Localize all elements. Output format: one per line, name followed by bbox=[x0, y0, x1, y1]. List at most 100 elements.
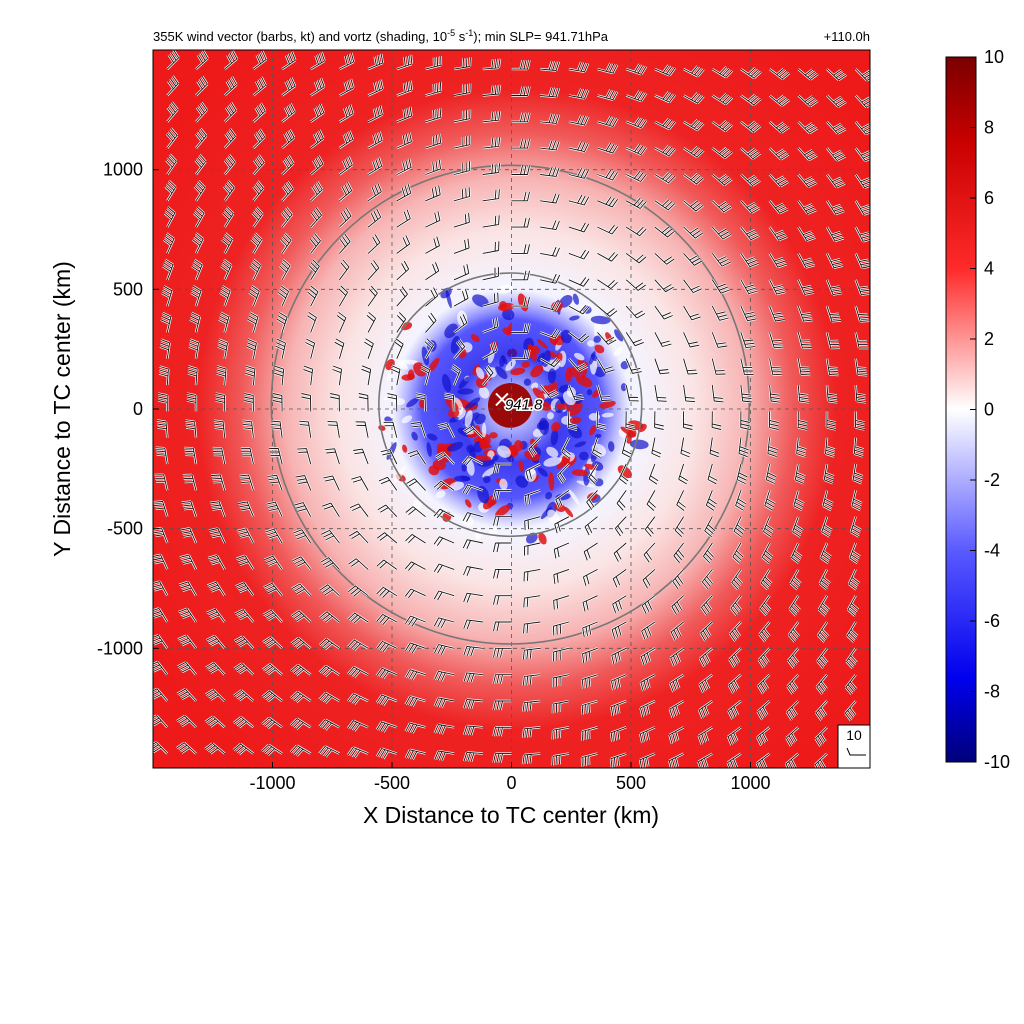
wind-barb bbox=[654, 145, 676, 157]
wind-barb bbox=[303, 365, 314, 386]
vorticity-patch bbox=[501, 355, 508, 365]
y-tick-label: 0 bbox=[133, 399, 143, 419]
wind-barb bbox=[670, 647, 684, 667]
wind-barb bbox=[511, 191, 530, 202]
wind-barb bbox=[216, 365, 227, 386]
wind-barb bbox=[339, 259, 350, 281]
wind-barb bbox=[540, 247, 560, 257]
wind-barb bbox=[769, 95, 790, 107]
vorticity-patch bbox=[475, 376, 488, 389]
wind-barb bbox=[493, 542, 512, 553]
vorticity-patch bbox=[411, 431, 418, 441]
wind-barb bbox=[310, 52, 325, 70]
wind-barb bbox=[195, 128, 207, 149]
wind-barb bbox=[367, 53, 384, 70]
wind-barb bbox=[676, 490, 686, 511]
wind-barb bbox=[759, 595, 771, 616]
wind-barb bbox=[740, 147, 761, 160]
wind-barb bbox=[408, 450, 426, 465]
wind-barb bbox=[540, 220, 560, 231]
wind-barb bbox=[361, 365, 372, 386]
wind-barb bbox=[211, 474, 226, 491]
wind-barb bbox=[641, 621, 656, 640]
wind-barb bbox=[482, 137, 501, 149]
wind-barb bbox=[523, 595, 541, 608]
wind-barb bbox=[765, 463, 777, 484]
wind-barb bbox=[698, 700, 713, 719]
wind-barb bbox=[348, 585, 369, 597]
vorticity-patch bbox=[495, 284, 514, 294]
wind-barb bbox=[327, 420, 340, 438]
wind-barb bbox=[433, 536, 455, 546]
wind-barb bbox=[270, 420, 283, 438]
wind-barb bbox=[453, 213, 470, 228]
wind-barb bbox=[568, 305, 590, 315]
wind-barb bbox=[568, 384, 585, 401]
wind-barb bbox=[253, 102, 266, 123]
wind-barb bbox=[307, 312, 317, 333]
wind-barb bbox=[683, 253, 703, 266]
wind-barb bbox=[674, 516, 684, 538]
y-tick-label: -1000 bbox=[97, 638, 143, 658]
wind-barb bbox=[581, 700, 598, 715]
wind-barb bbox=[767, 437, 778, 458]
wind-barb bbox=[233, 690, 254, 702]
wind-barb bbox=[797, 121, 818, 134]
wind-barb bbox=[786, 700, 799, 721]
wind-barb bbox=[844, 700, 857, 721]
wind-barb bbox=[462, 484, 483, 495]
wind-barb bbox=[425, 107, 442, 123]
wind-barb bbox=[769, 121, 790, 133]
wind-barb bbox=[178, 581, 197, 596]
wind-barb bbox=[654, 118, 676, 130]
center-marker: 941.8 bbox=[495, 392, 545, 415]
wind-barb bbox=[290, 745, 311, 757]
wind-barb bbox=[297, 448, 312, 465]
wind-barb bbox=[855, 174, 870, 189]
wind-barb bbox=[205, 716, 226, 728]
wind-barb bbox=[246, 338, 257, 359]
wind-barb bbox=[582, 647, 598, 663]
wind-barb bbox=[553, 542, 570, 559]
wind-barb bbox=[396, 106, 413, 123]
wind-barb bbox=[786, 726, 799, 747]
wind-barb bbox=[153, 688, 168, 702]
wind-barb bbox=[561, 437, 571, 459]
wind-barb bbox=[597, 358, 615, 374]
wind-barb bbox=[482, 215, 500, 228]
wind-barb bbox=[625, 226, 647, 237]
vorticity-patch bbox=[537, 467, 548, 477]
wind-barb bbox=[855, 385, 866, 403]
vorticity-patch bbox=[384, 416, 392, 423]
wind-barb bbox=[711, 226, 732, 240]
wind-barb bbox=[712, 174, 733, 186]
wind-barb bbox=[846, 648, 858, 669]
colorbar-tick-label: 2 bbox=[984, 329, 994, 349]
wind-barb bbox=[319, 611, 340, 623]
wind-barb bbox=[818, 595, 830, 617]
range-ring bbox=[270, 164, 751, 645]
wind-barb bbox=[267, 474, 283, 491]
wind-barb bbox=[683, 305, 701, 321]
wind-barb bbox=[290, 718, 311, 730]
wind-barb bbox=[219, 285, 231, 307]
wind-barb bbox=[444, 393, 455, 412]
wind-barb bbox=[215, 393, 226, 412]
wind-barb bbox=[339, 78, 354, 96]
wind-barb bbox=[482, 241, 500, 254]
wind-barb bbox=[376, 694, 397, 706]
wind-barb bbox=[625, 358, 642, 374]
wind-barb bbox=[463, 426, 484, 439]
wind-barb bbox=[308, 259, 320, 281]
wind-barb bbox=[740, 332, 756, 349]
wind-barb bbox=[847, 595, 859, 617]
wind-barb bbox=[511, 112, 530, 123]
wind-barb bbox=[262, 663, 283, 676]
wind-barb bbox=[568, 277, 590, 287]
wind-barb bbox=[482, 365, 494, 386]
wind-barb bbox=[678, 463, 688, 485]
wind-barb bbox=[482, 341, 498, 360]
wind-barb bbox=[522, 753, 541, 765]
wind-barb bbox=[855, 279, 870, 296]
wind-barb bbox=[207, 554, 226, 570]
